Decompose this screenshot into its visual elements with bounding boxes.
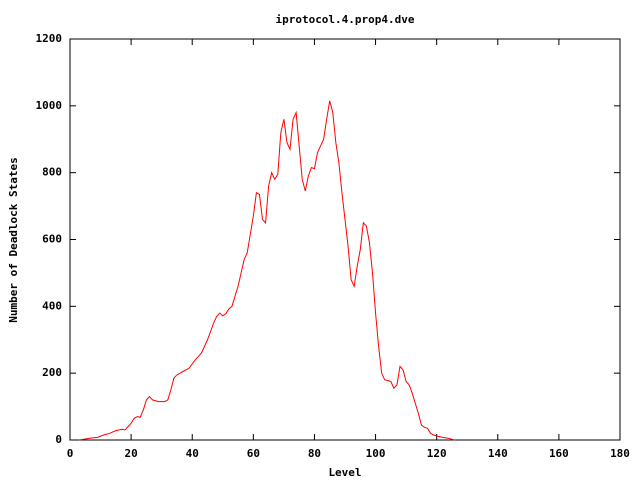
x-tick-label: 20	[124, 447, 137, 460]
y-tick-label: 800	[42, 166, 62, 179]
y-axis-label: Number of Deadlock States	[7, 157, 20, 323]
x-tick-label: 80	[308, 447, 321, 460]
y-tick-label: 1000	[36, 99, 63, 112]
x-tick-label: 140	[488, 447, 508, 460]
y-tick-label: 1200	[36, 32, 63, 45]
y-tick-label: 200	[42, 366, 62, 379]
chart-title: iprotocol.4.prop4.dve	[275, 13, 414, 26]
x-tick-label: 100	[366, 447, 386, 460]
y-tick-label: 600	[42, 233, 62, 246]
x-tick-label: 40	[186, 447, 199, 460]
x-tick-label: 0	[67, 447, 74, 460]
x-axis-label: Level	[328, 466, 361, 479]
y-tick-label: 400	[42, 299, 62, 312]
x-tick-label: 180	[610, 447, 630, 460]
data-line	[79, 100, 456, 441]
x-tick-label: 120	[427, 447, 447, 460]
x-tick-label: 160	[549, 447, 569, 460]
plot-border	[69, 38, 621, 441]
x-tick-label: 60	[247, 447, 260, 460]
y-tick-label: 0	[55, 433, 62, 446]
